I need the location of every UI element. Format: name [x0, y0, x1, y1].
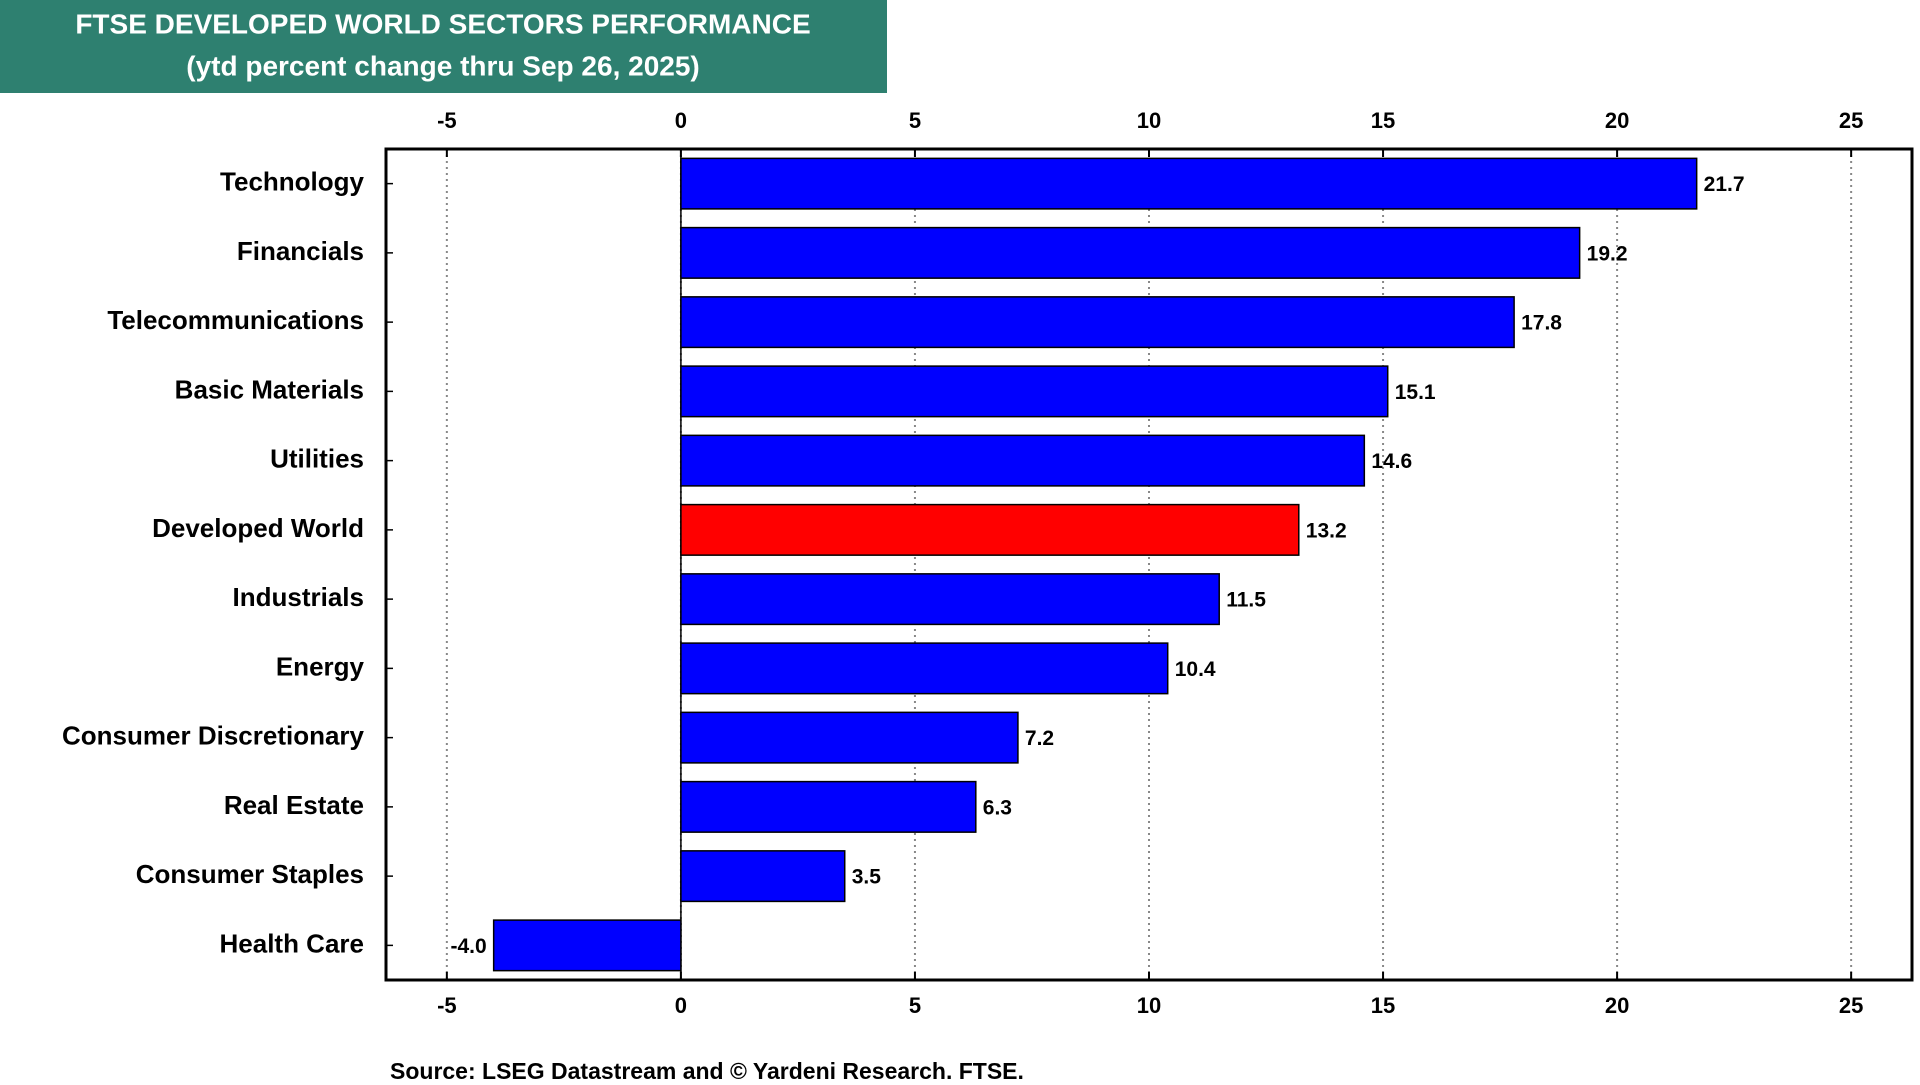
- x-tick-label-top: -5: [437, 108, 457, 133]
- y-tick-label: Developed World: [152, 513, 364, 543]
- bar: [680, 157, 1698, 210]
- title-box: [0, 0, 887, 93]
- x-tick-label-bottom: 0: [675, 993, 687, 1018]
- x-tick-label-top: 15: [1371, 108, 1395, 133]
- y-tick-label: Basic Materials: [175, 374, 364, 404]
- x-tick-label-top: 20: [1605, 108, 1629, 133]
- x-tick-label-bottom: 15: [1371, 993, 1395, 1018]
- bar: [680, 434, 1366, 487]
- bar: [492, 919, 682, 972]
- data-label: 15.1: [1395, 381, 1436, 404]
- data-label: 21.7: [1704, 173, 1745, 196]
- y-tick-label: Consumer Staples: [136, 859, 364, 889]
- bar: [680, 573, 1220, 626]
- x-tick-label-bottom: 25: [1839, 993, 1863, 1018]
- data-label: -4.0: [450, 935, 486, 958]
- chart-title: FTSE DEVELOPED WORLD SECTORS PERFORMANCE: [75, 8, 810, 39]
- data-label: 3.5: [852, 866, 882, 889]
- data-label: 19.2: [1587, 242, 1628, 265]
- y-tick-label: Health Care: [220, 928, 365, 958]
- data-label: 14.6: [1371, 450, 1412, 473]
- data-label: 7.2: [1025, 727, 1054, 750]
- bar: [680, 642, 1169, 695]
- y-tick-label: Financials: [237, 236, 364, 266]
- x-tick-label-top: 5: [909, 108, 921, 133]
- data-label: 10.4: [1175, 658, 1216, 681]
- y-tick-label: Consumer Discretionary: [62, 721, 365, 751]
- x-tick-label-top: 0: [675, 108, 687, 133]
- y-tick-label: Industrials: [233, 582, 364, 612]
- x-tick-label-bottom: -5: [437, 993, 457, 1018]
- bar: [680, 296, 1515, 349]
- y-tick-label: Real Estate: [224, 790, 364, 820]
- y-tick-label: Technology: [220, 167, 365, 197]
- chart-subtitle: (ytd percent change thru Sep 26, 2025): [186, 50, 700, 81]
- y-tick-label: Utilities: [270, 444, 364, 474]
- bar: [680, 780, 977, 833]
- bar: [680, 365, 1389, 418]
- bar: [680, 711, 1019, 764]
- x-tick-label-bottom: 5: [909, 993, 921, 1018]
- x-tick-label-top: 25: [1839, 108, 1863, 133]
- y-tick-label: Energy: [276, 651, 365, 681]
- data-label: 11.5: [1226, 589, 1266, 612]
- data-label: 13.2: [1306, 519, 1347, 542]
- plot-frame: [384, 147, 1914, 982]
- bar: [680, 226, 1581, 279]
- data-label: 17.8: [1521, 312, 1562, 335]
- data-label: 6.3: [983, 796, 1012, 819]
- bar: [680, 850, 846, 903]
- x-tick-label-bottom: 10: [1137, 993, 1161, 1018]
- y-tick-label: Telecommunications: [107, 305, 364, 335]
- bar: [680, 503, 1300, 556]
- x-tick-label-bottom: 20: [1605, 993, 1629, 1018]
- x-tick-label-top: 10: [1137, 108, 1161, 133]
- source-note: Source: LSEG Datastream and © Yardeni Re…: [390, 1058, 1024, 1080]
